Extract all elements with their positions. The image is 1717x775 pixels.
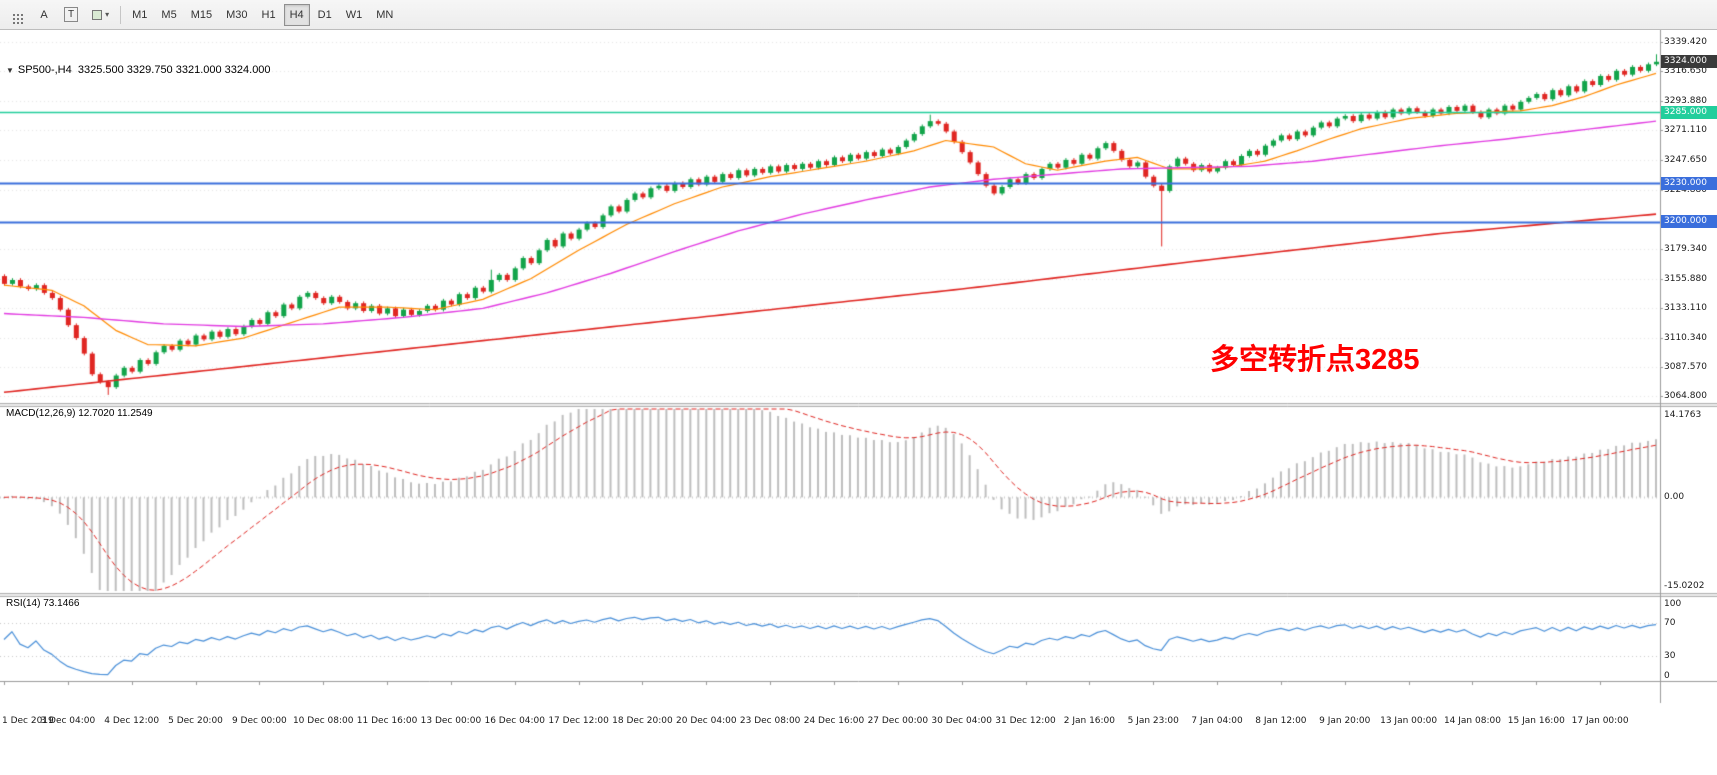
top-toolbar: A T ▾ M1 M5 M15 M30 H1 H4 D1 W1 MN [0,0,1717,30]
timeframe-m1[interactable]: M1 [126,4,153,26]
text-tool-button[interactable]: T [58,4,84,26]
grid-handle-button[interactable] [6,4,30,26]
timeframe-h1[interactable]: H1 [256,4,282,26]
timeframe-h4[interactable]: H4 [283,3,310,26]
grid-icon [13,13,15,16]
text-tool-label: T [64,7,79,22]
chart-canvas[interactable] [0,30,1717,732]
timeframe-m30[interactable]: M30 [220,4,253,26]
toolbar-separator [120,5,122,24]
chart-style-icon [92,9,103,20]
annotation-tool-button[interactable]: A [32,4,56,26]
timeframe-mn[interactable]: MN [370,4,399,26]
chart-style-button[interactable]: ▾ [86,4,115,26]
timeframe-m5[interactable]: M5 [155,4,182,26]
chart-window: ▼ SP500-,H4 3325.500 3329.750 3321.000 33… [0,30,1717,775]
timeframe-w1[interactable]: W1 [340,4,369,26]
timeframe-d1[interactable]: D1 [312,4,338,26]
chevron-down-icon: ▾ [105,10,110,19]
timeframe-m15[interactable]: M15 [185,4,218,26]
annotation-tool-label: A [40,8,48,21]
